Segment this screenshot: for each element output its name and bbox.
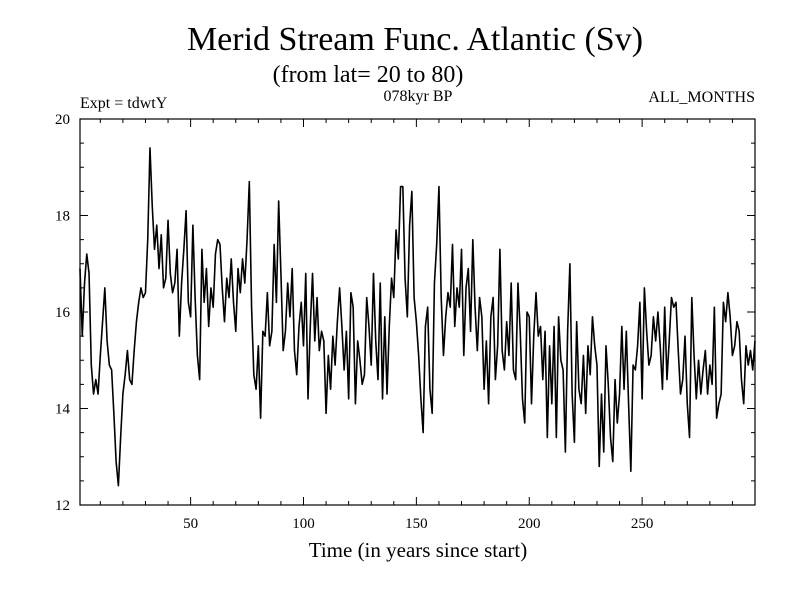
x-tick-label: 250 xyxy=(631,516,654,532)
x-tick-label: 50 xyxy=(183,516,198,532)
x-axis: 50 100 150 200 250 xyxy=(183,119,653,532)
minor-ticks xyxy=(80,119,755,505)
time-period-label: 078kyr BP xyxy=(384,88,453,105)
x-axis-label: Time (in years since start) xyxy=(309,538,528,562)
x-tick-label: 150 xyxy=(405,516,428,532)
y-tick-label: 12 xyxy=(55,498,70,514)
plot-frame xyxy=(79,118,756,506)
y-axis: 12 14 16 18 20 xyxy=(55,112,755,514)
series-line xyxy=(79,147,756,487)
experiment-label: Expt = tdwtY xyxy=(80,95,168,112)
y-tick-label: 20 xyxy=(55,112,70,128)
chart-title: Merid Stream Func. Atlantic (Sv) xyxy=(187,21,643,58)
chart-subtitle: (from lat= 20 to 80) xyxy=(273,62,464,88)
y-tick-label: 18 xyxy=(55,209,70,225)
x-tick-label: 200 xyxy=(518,516,541,532)
x-tick-label: 100 xyxy=(292,516,315,532)
y-tick-label: 16 xyxy=(55,305,71,321)
months-label: ALL_MONTHS xyxy=(648,89,755,106)
y-tick-label: 14 xyxy=(55,402,71,418)
